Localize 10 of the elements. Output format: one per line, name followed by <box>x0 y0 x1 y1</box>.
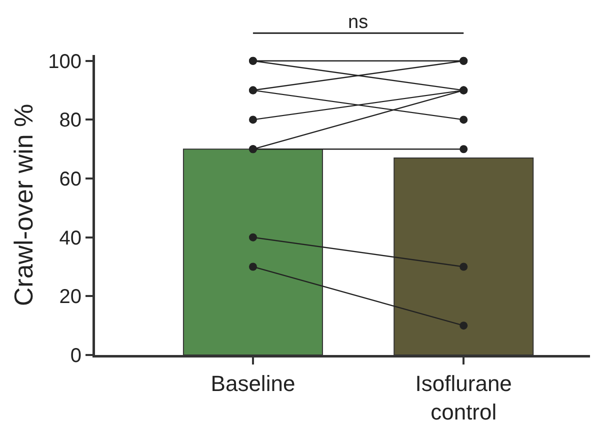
x-tick-label: Isoflurane control <box>415 370 512 424</box>
y-axis-title: Crawl-over win % <box>8 104 38 306</box>
x-tick-label: Baseline <box>210 370 296 396</box>
y-tick-label: 80 <box>59 110 82 132</box>
text: ns <box>348 12 368 33</box>
y-tick-label: 0 <box>70 345 82 367</box>
y-tick-label: 20 <box>59 286 82 308</box>
y-tick-label: 100 <box>48 50 82 73</box>
y-tick-label: 40 <box>59 227 82 250</box>
y-tick-label: 60 <box>59 168 82 191</box>
